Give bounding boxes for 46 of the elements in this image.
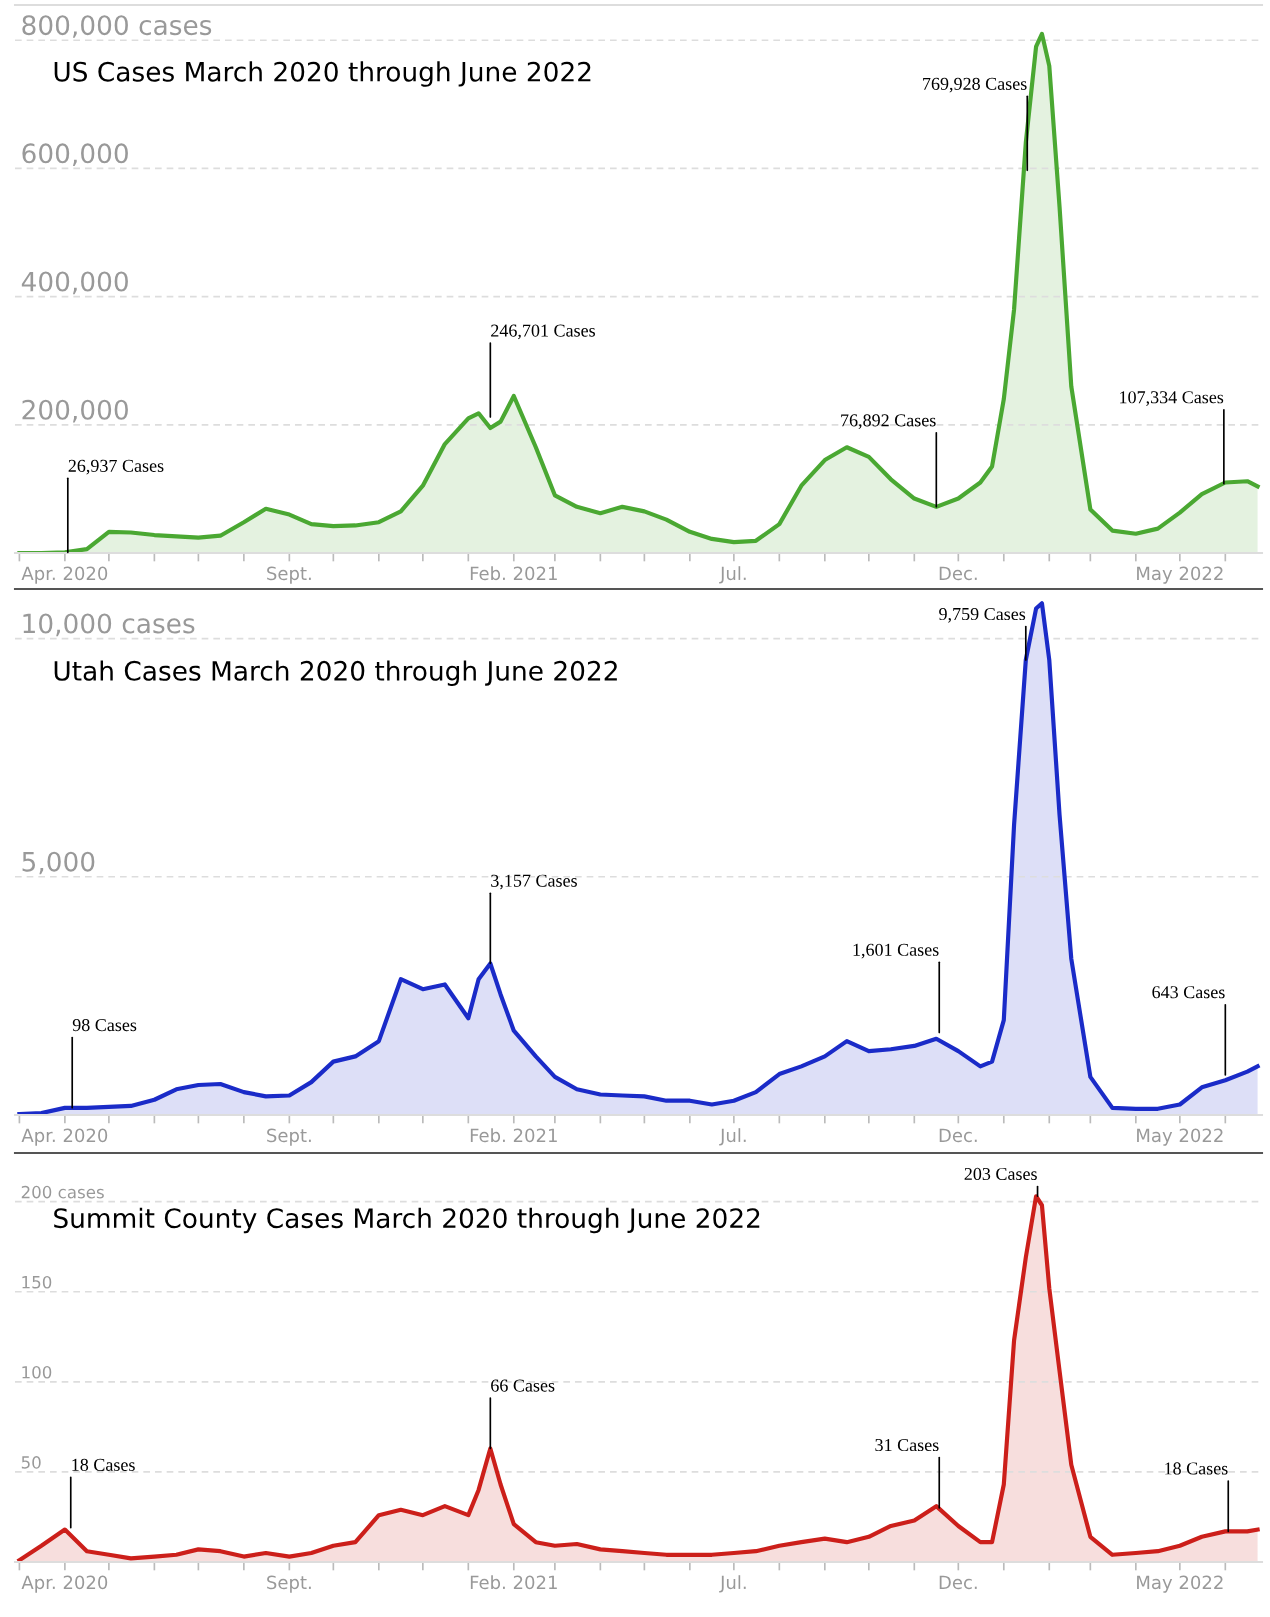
y-tick-label: 10,000 cases [23, 613, 195, 637]
y-tick-label: 200,000 [22, 399, 128, 423]
annotation: 9,759 Cases [939, 607, 1026, 623]
text: Summit County Cases March 2020 through June 2022 [54, 1207, 760, 1234]
y-tick-label: 100 [22, 1365, 52, 1379]
x-tick-label: Sept. [267, 1128, 311, 1146]
y-tick-label: 400,000 [21, 271, 128, 295]
annotation: 76,892 Cases [841, 414, 936, 429]
annotation: 18 Cases [72, 1458, 135, 1471]
x-tick-label: May 2022 [1137, 1575, 1223, 1593]
x-tick-label: Jul. [719, 566, 746, 584]
x-tick-label: Jul. [719, 1128, 746, 1146]
annotation: 643 Cases [1152, 986, 1225, 999]
annotation: 769,928 Cases [923, 77, 1027, 93]
x-tick-label: Apr. 2020 [21, 1575, 108, 1593]
x-tick-label: Apr. 2020 [21, 1128, 108, 1146]
y-tick-label: 600,000 [22, 143, 128, 167]
x-tick-label: Apr. 2020 [21, 566, 108, 584]
annotation: 18 Cases [1165, 1462, 1228, 1475]
annotation: 1,601 Cases [853, 943, 939, 959]
annotation: 26,937 Cases [68, 459, 164, 475]
y-tick-label: 800,000 cases [22, 15, 212, 38]
y-tick-label: 200 cases [21, 1185, 104, 1199]
annotation: 98 Cases [72, 1018, 137, 1032]
x-tick-label: May 2022 [1137, 1128, 1223, 1146]
x-tick-label: Dec. [939, 1575, 977, 1590]
annotation: 246,701 Cases [491, 324, 595, 340]
x-tick-label: Jul. [719, 1575, 746, 1593]
annotation: 3,157 Cases [491, 874, 577, 890]
text: US Cases March 2020 through June 2022 [54, 61, 591, 87]
x-tick-label: Dec. [939, 1128, 977, 1143]
x-tick-label: Feb. 2021 [470, 566, 557, 581]
annotation: 203 Cases [964, 1167, 1037, 1181]
x-tick-label: Feb. 2021 [470, 1575, 557, 1590]
y-tick-label: 5,000 [22, 851, 95, 875]
y-tick-label: 150 [22, 1275, 52, 1289]
x-tick-label: Sept. [267, 566, 311, 584]
x-tick-label: Dec. [939, 566, 977, 581]
annotation: 66 Cases [491, 1379, 555, 1392]
y-tick-label: 50 [21, 1456, 41, 1469]
x-tick-label: Feb. 2021 [470, 1128, 557, 1143]
text: Utah Cases March 2020 through June 2022 [54, 660, 617, 686]
annotation: 107,334 Cases [1120, 391, 1224, 406]
x-tick-label: May 2022 [1137, 566, 1223, 584]
x-tick-label: Sept. [267, 1575, 311, 1593]
annotation: 31 Cases [875, 1438, 939, 1452]
